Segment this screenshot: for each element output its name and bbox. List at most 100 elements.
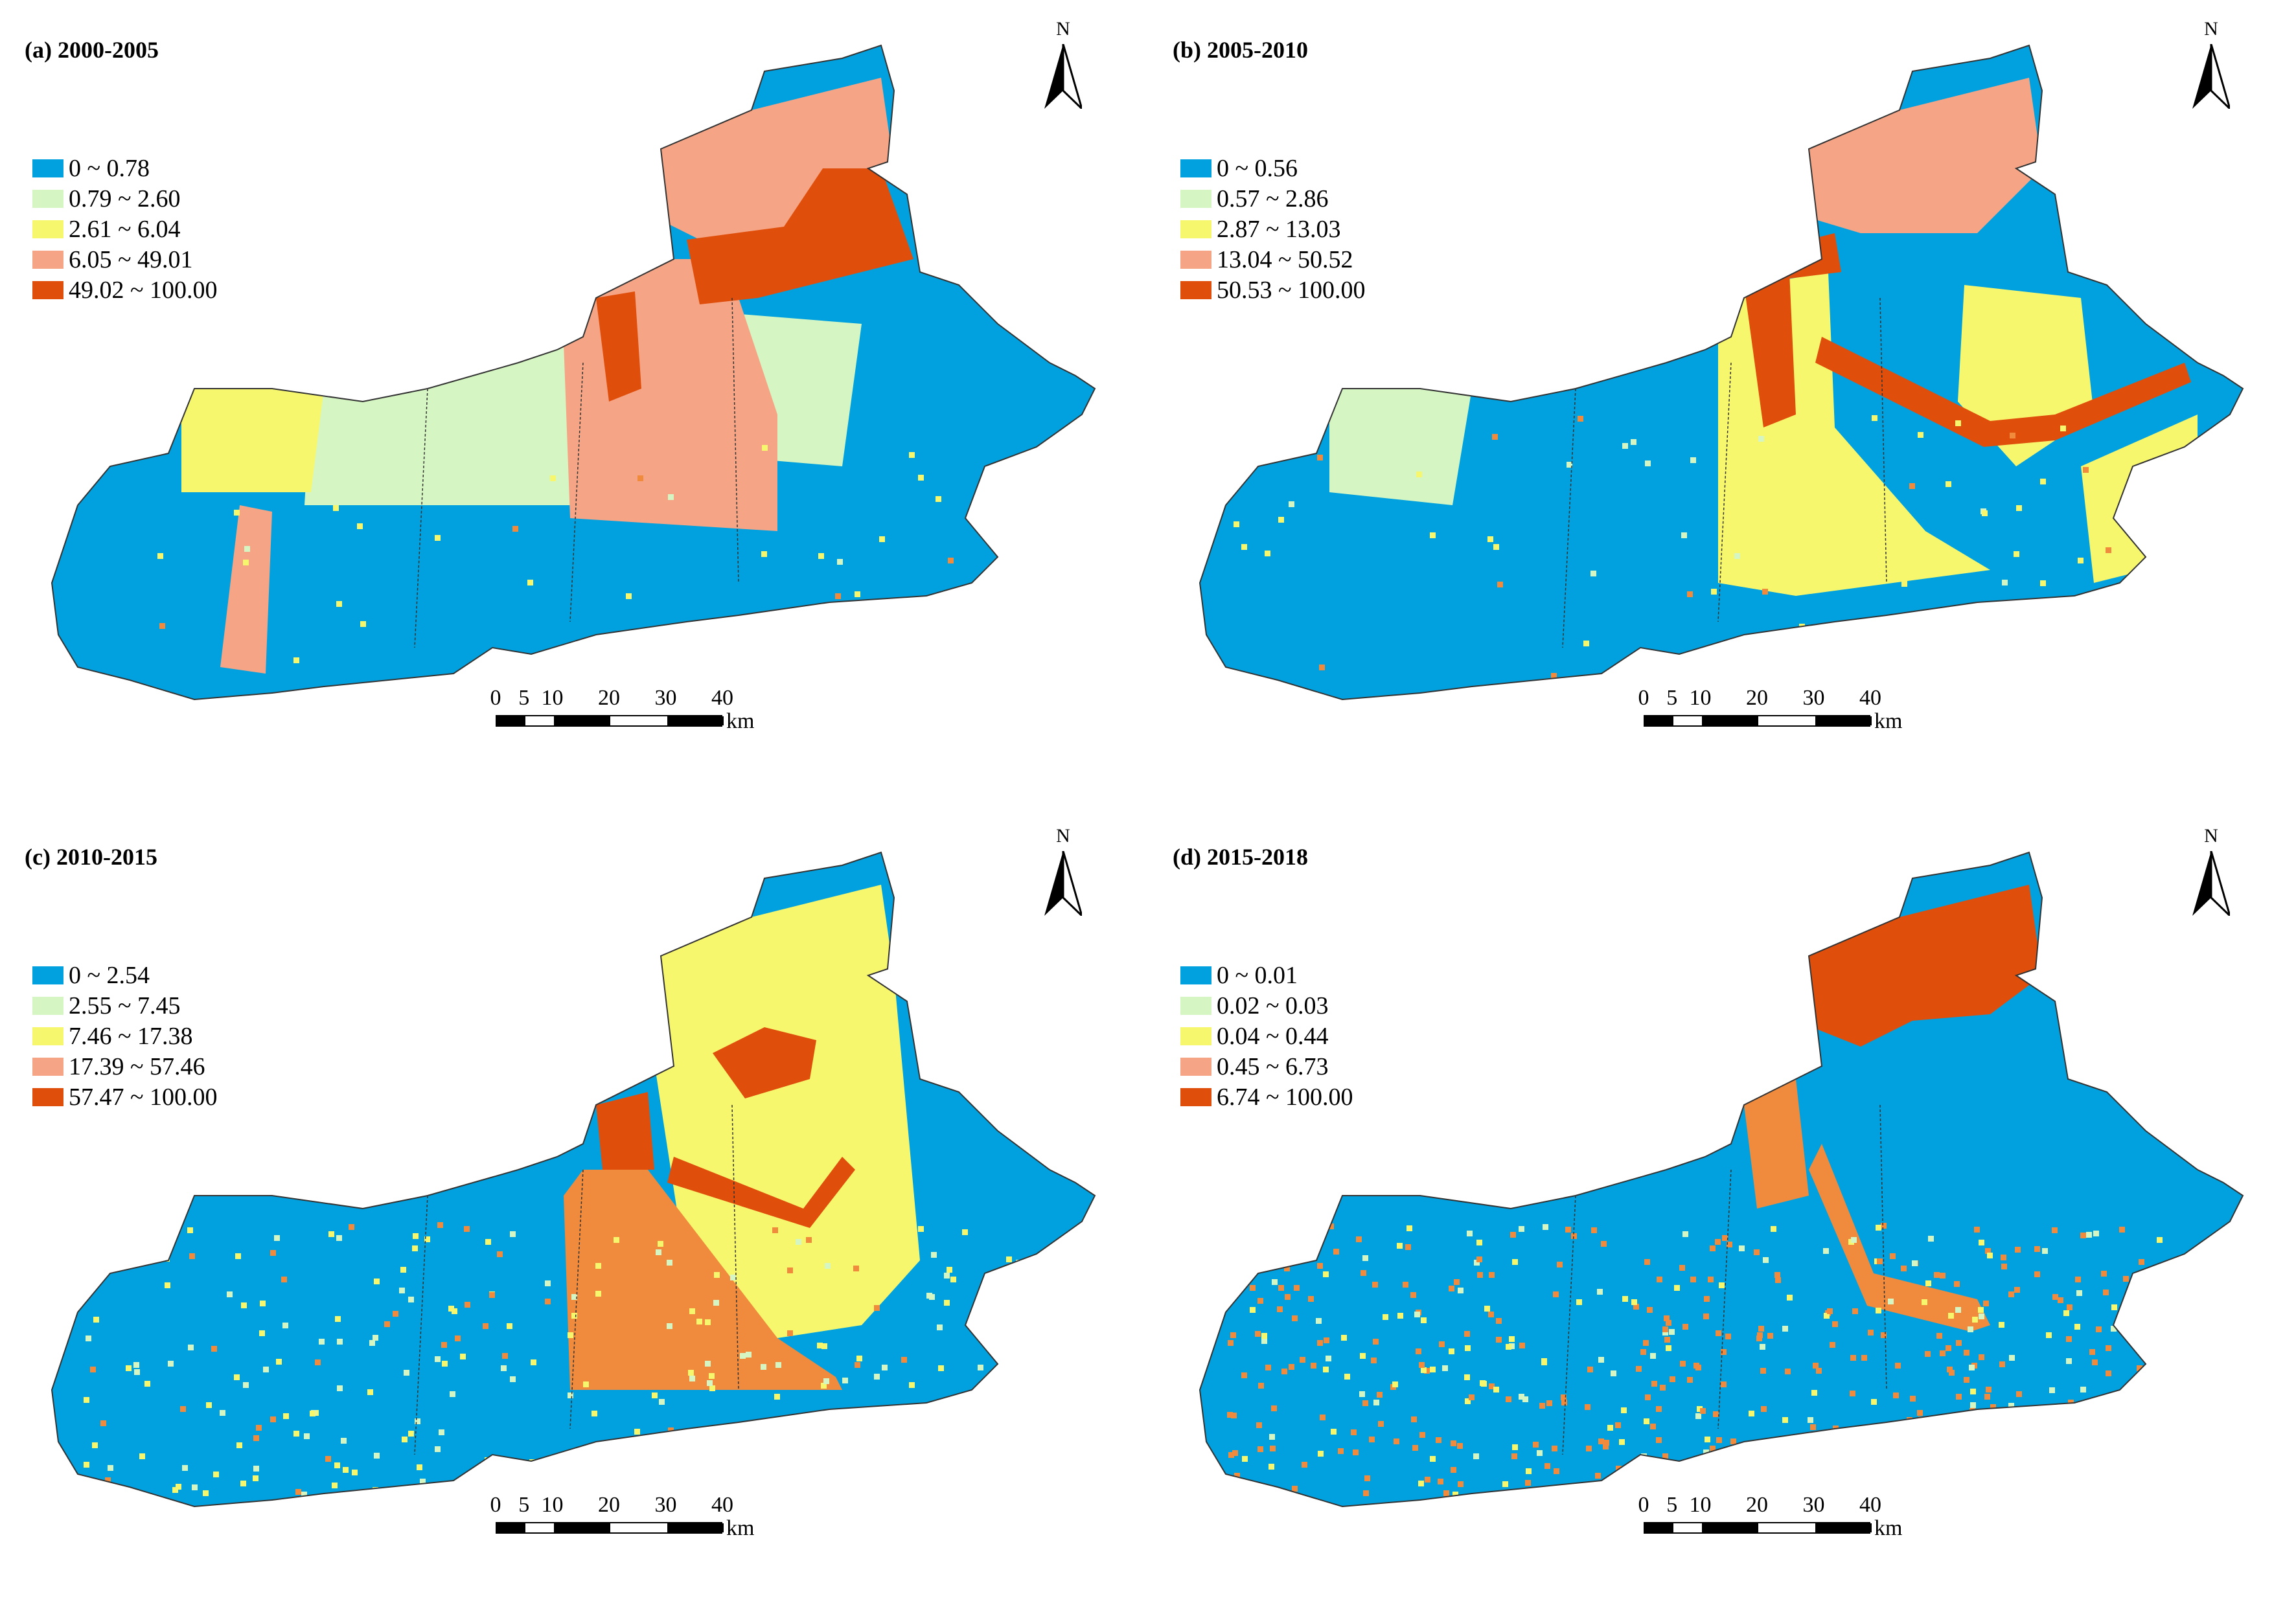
- scale-tick-label: 30: [654, 686, 677, 710]
- north-label: N: [2204, 18, 2218, 40]
- legend: 0 ~ 2.54 2.55 ~ 7.45 7.46 ~ 17.38 17.39 …: [32, 960, 218, 1112]
- legend-item: 49.02 ~ 100.00: [32, 275, 218, 305]
- legend-swatch: [1180, 1057, 1211, 1076]
- north-label: N: [2204, 825, 2218, 847]
- north-arrow: N: [1040, 18, 1086, 115]
- panel-title: (a) 2000-2005: [25, 37, 159, 63]
- scale-tick-label: 40: [1859, 686, 1881, 710]
- zone-class5: [596, 1092, 654, 1170]
- legend-swatch: [1180, 189, 1211, 208]
- legend-swatch: [1180, 1027, 1211, 1045]
- legend: 0 ~ 0.78 0.79 ~ 2.60 2.61 ~ 6.04 6.05 ~ …: [32, 153, 218, 305]
- legend-swatch: [32, 966, 63, 984]
- scale-bar: 0 5 10 20 30 40 km: [489, 687, 781, 738]
- legend-swatch: [32, 996, 63, 1015]
- zone-class5: [596, 291, 641, 402]
- legend-item: 6.05 ~ 49.01: [32, 244, 218, 275]
- legend-item: 2.87 ~ 13.03: [1180, 214, 1366, 244]
- legend-item: 57.47 ~ 100.00: [32, 1082, 218, 1112]
- legend-item: 6.74 ~ 100.00: [1180, 1082, 1353, 1112]
- legend-swatch: [1180, 159, 1211, 177]
- scale-unit: km: [1874, 1516, 1903, 1540]
- zone-class5: [687, 168, 913, 304]
- north-label: N: [1056, 18, 1070, 40]
- scale-tick-label: 0: [490, 1493, 501, 1517]
- scale-tick-label: 10: [541, 1493, 564, 1517]
- legend-item: 0 ~ 2.54: [32, 960, 218, 990]
- zone-class3: [181, 389, 324, 492]
- scale-tick-label: 40: [711, 1493, 733, 1517]
- legend-item: 0.45 ~ 6.73: [1180, 1051, 1353, 1082]
- legend-swatch: [32, 159, 63, 177]
- north-label: N: [1056, 825, 1070, 847]
- scale-tick-label: 30: [654, 1493, 677, 1517]
- zone-class4: [220, 505, 272, 674]
- legend: 0 ~ 0.56 0.57 ~ 2.86 2.87 ~ 13.03 13.04 …: [1180, 153, 1366, 305]
- scale-tick-label: 5: [518, 686, 530, 710]
- zone-class4: [564, 1170, 842, 1390]
- legend-item: 50.53 ~ 100.00: [1180, 275, 1366, 305]
- scale-unit: km: [726, 1516, 755, 1540]
- legend-swatch: [32, 280, 63, 299]
- zone-class5: [1783, 233, 1841, 278]
- zone-class3: [648, 885, 920, 1338]
- north-arrow-icon: [1044, 851, 1082, 916]
- scale-tick-label: 5: [518, 1493, 530, 1517]
- legend-swatch: [1180, 220, 1211, 238]
- zone-class5: [713, 1027, 816, 1098]
- legend-item: 0 ~ 0.78: [32, 153, 218, 183]
- legend-item: 17.39 ~ 57.46: [32, 1051, 218, 1082]
- legend-swatch: [32, 1057, 63, 1076]
- scale-tick-label: 10: [1689, 686, 1712, 710]
- legend-swatch: [1180, 280, 1211, 299]
- legend-swatch: [1180, 1087, 1211, 1106]
- legend-item: 0.79 ~ 2.60: [32, 183, 218, 214]
- scale-tick-label: 5: [1666, 1493, 1678, 1517]
- north-arrow: N: [1040, 825, 1086, 922]
- legend-item: 0 ~ 0.01: [1180, 960, 1353, 990]
- panel-title: (c) 2010-2015: [25, 844, 157, 870]
- legend-item: 13.04 ~ 50.52: [1180, 244, 1366, 275]
- legend-swatch: [1180, 250, 1211, 269]
- legend-item: 2.55 ~ 7.45: [32, 990, 218, 1021]
- scale-bar: 0 5 10 20 30 40 km: [1637, 687, 1929, 738]
- legend-swatch: [32, 1027, 63, 1045]
- zone-class5: [1744, 272, 1796, 427]
- north-arrow: N: [2188, 825, 2234, 922]
- scale-tick-label: 20: [598, 686, 620, 710]
- zone-class4: [1809, 1144, 1990, 1332]
- legend-swatch: [32, 1087, 63, 1106]
- map-d: [1199, 852, 2244, 1507]
- map-panel-b: (b) 2005-2010 0 ~ 0.56 0.57 ~ 2.86 2.87 …: [1148, 0, 2296, 807]
- map-panel-c: (c) 2010-2015 0 ~ 2.54 2.55 ~ 7.45 7.46 …: [0, 807, 1148, 1614]
- zone-class5: [667, 1157, 855, 1228]
- scale-tick-label: 20: [598, 1493, 620, 1517]
- scale-bar: 0 5 10 20 30 40 km: [489, 1494, 781, 1545]
- north-arrow-icon: [2192, 851, 2230, 916]
- scale-tick-label: 20: [1746, 686, 1768, 710]
- zone-class2: [304, 343, 583, 505]
- scale-tick-label: 0: [1638, 686, 1649, 710]
- scale-tick-label: 20: [1746, 1493, 1768, 1517]
- legend-item: 2.61 ~ 6.04: [32, 214, 218, 244]
- zone-class4: [1796, 78, 2042, 233]
- zone-class4: [1744, 1079, 1809, 1209]
- scale-tick-label: 30: [1802, 1493, 1825, 1517]
- scale-tick-label: 30: [1802, 686, 1825, 710]
- legend-swatch: [1180, 966, 1211, 984]
- scale-bar: 0 5 10 20 30 40 km: [1637, 1494, 1929, 1545]
- legend-item: 7.46 ~ 17.38: [32, 1021, 218, 1051]
- legend-item: 0.57 ~ 2.86: [1180, 183, 1366, 214]
- legend-item: 0 ~ 0.56: [1180, 153, 1366, 183]
- legend-swatch: [32, 220, 63, 238]
- north-arrow-icon: [2192, 44, 2230, 109]
- panel-title: (d) 2015-2018: [1173, 844, 1308, 870]
- map-panel-a: (a) 2000-2005 0 ~ 0.78 0.79 ~ 2.60 2.61 …: [0, 0, 1148, 807]
- scale-tick-label: 5: [1666, 686, 1678, 710]
- legend-item: 0.02 ~ 0.03: [1180, 990, 1353, 1021]
- scale-tick-label: 10: [1689, 1493, 1712, 1517]
- scale-unit: km: [726, 709, 755, 733]
- scale-tick-label: 40: [711, 686, 733, 710]
- legend-item: 0.04 ~ 0.44: [1180, 1021, 1353, 1051]
